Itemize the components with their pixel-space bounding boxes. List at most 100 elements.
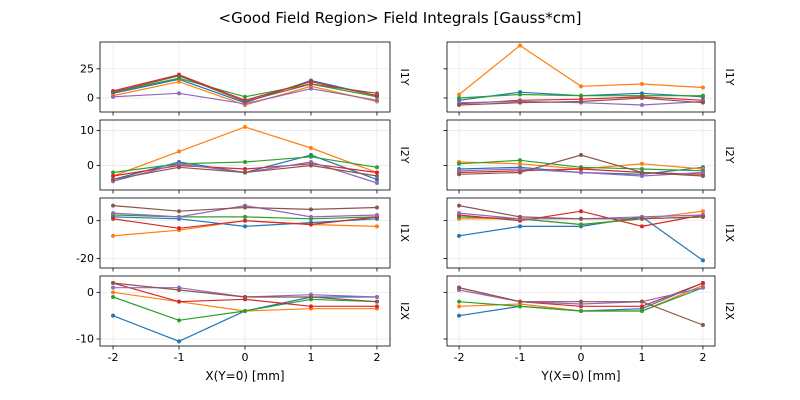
series-marker-C5 bbox=[579, 299, 583, 304]
y-tick-label: -20 bbox=[76, 252, 94, 265]
series-marker-C0 bbox=[457, 313, 462, 318]
x-tick-label: -1 bbox=[174, 351, 185, 364]
series-marker-C2 bbox=[457, 299, 462, 304]
series-marker-C3 bbox=[177, 299, 182, 304]
y-tick-label: -10 bbox=[76, 333, 94, 346]
series-marker-C5 bbox=[243, 295, 247, 299]
series-marker-C4 bbox=[308, 86, 313, 91]
subplot-I2X-right: -2 -1 0 1 2 I2X bbox=[443, 275, 736, 364]
subplot-I2Y-left: 0 10 I2Y bbox=[80, 119, 411, 194]
series-marker-C5 bbox=[457, 172, 462, 177]
series-marker-C2 bbox=[639, 167, 644, 171]
series-marker-C3 bbox=[243, 167, 247, 171]
series-marker-C3 bbox=[579, 209, 583, 214]
row-label-I2X: I2X bbox=[723, 302, 736, 320]
series-marker-C1 bbox=[177, 79, 182, 84]
subplot-I1Y-right: I1Y bbox=[443, 41, 736, 116]
series-marker-C4 bbox=[518, 167, 523, 171]
series-marker-C4 bbox=[579, 170, 583, 175]
series-marker-C3 bbox=[374, 304, 379, 309]
series-marker-C3 bbox=[243, 218, 247, 223]
series-marker-C5 bbox=[374, 174, 379, 178]
series-marker-C4 bbox=[177, 161, 182, 166]
x-axis-label-left: X(Y=0) [mm] bbox=[205, 369, 285, 383]
row-label-I1Y: I1Y bbox=[398, 69, 411, 86]
series-marker-C4 bbox=[308, 214, 313, 219]
series-marker-C5 bbox=[308, 207, 313, 212]
series-marker-C4 bbox=[700, 285, 705, 290]
subplot-I1X-left: -20 0 I1X bbox=[76, 197, 411, 272]
row-label-I2X: I2X bbox=[398, 302, 411, 320]
series-marker-C4 bbox=[111, 94, 116, 99]
series-marker-C1 bbox=[243, 125, 247, 129]
series-marker-C2 bbox=[700, 93, 705, 98]
x-tick-label: 0 bbox=[578, 351, 585, 364]
subplot-I1X-right: I1X bbox=[443, 197, 736, 272]
series-marker-C5 bbox=[579, 99, 583, 104]
series-marker-C3 bbox=[111, 174, 116, 178]
series-marker-C4 bbox=[177, 91, 182, 96]
y-tick-label: 0 bbox=[87, 92, 94, 105]
series-marker-C5 bbox=[518, 299, 523, 304]
series-marker-C5 bbox=[177, 165, 182, 170]
x-tick-label: 2 bbox=[699, 351, 706, 364]
series-marker-C4 bbox=[639, 174, 644, 178]
series-marker-C5 bbox=[374, 205, 379, 210]
series-marker-C2 bbox=[177, 318, 182, 323]
series-marker-C3 bbox=[579, 167, 583, 171]
series-marker-C5 bbox=[374, 91, 379, 96]
series-marker-C5 bbox=[579, 153, 583, 157]
series-marker-C1 bbox=[700, 209, 705, 214]
series-marker-C1 bbox=[579, 84, 583, 89]
series-marker-C2 bbox=[308, 154, 313, 159]
series-marker-C1 bbox=[700, 85, 705, 90]
series-marker-C2 bbox=[579, 222, 583, 227]
series-marker-C5 bbox=[639, 96, 644, 100]
series-marker-C0 bbox=[457, 233, 462, 238]
series-marker-C4 bbox=[374, 295, 379, 299]
series-marker-C4 bbox=[374, 181, 379, 185]
series-marker-C5 bbox=[639, 299, 644, 304]
series-marker-C2 bbox=[457, 96, 462, 100]
x-tick-label: 2 bbox=[373, 351, 380, 364]
series-marker-C3 bbox=[700, 281, 705, 285]
chart-title: <Good Field Region> Field Integrals [Gau… bbox=[218, 9, 582, 27]
series-marker-C5 bbox=[700, 323, 705, 327]
series-marker-C4 bbox=[374, 98, 379, 103]
series-marker-C1 bbox=[639, 161, 644, 166]
series-marker-C3 bbox=[639, 304, 644, 309]
series-marker-C5 bbox=[111, 281, 116, 285]
series-marker-C1 bbox=[111, 233, 116, 238]
series-marker-C5 bbox=[457, 285, 462, 290]
series-marker-C2 bbox=[243, 160, 247, 164]
series-marker-C2 bbox=[639, 309, 644, 313]
series-marker-C1 bbox=[308, 146, 313, 150]
series-marker-C3 bbox=[639, 224, 644, 229]
x-tick-label: 1 bbox=[638, 351, 645, 364]
series-marker-C2 bbox=[518, 92, 523, 97]
series-marker-C5 bbox=[243, 205, 247, 210]
series-marker-C4 bbox=[457, 211, 462, 216]
series-marker-C2 bbox=[457, 161, 462, 166]
series-marker-C2 bbox=[579, 93, 583, 98]
series-marker-C1 bbox=[457, 92, 462, 97]
series-marker-C5 bbox=[457, 103, 462, 107]
series-marker-C4 bbox=[177, 214, 182, 219]
series-marker-C2 bbox=[518, 158, 523, 163]
series-marker-C5 bbox=[177, 288, 182, 292]
y-tick-label: 0 bbox=[87, 286, 94, 299]
series-marker-C4 bbox=[111, 285, 116, 290]
series-marker-C2 bbox=[243, 309, 247, 313]
series-marker-C5 bbox=[111, 177, 116, 182]
series-marker-C3 bbox=[308, 222, 313, 227]
y-tick-label: 0 bbox=[87, 214, 94, 227]
series-marker-C4 bbox=[457, 168, 462, 173]
series-marker-C5 bbox=[111, 203, 116, 208]
series-marker-C5 bbox=[579, 216, 583, 221]
y-tick-label: 25 bbox=[80, 62, 94, 75]
series-marker-C0 bbox=[700, 258, 705, 263]
x-axis-label-right: Y(X=0) [mm] bbox=[541, 369, 621, 383]
series-marker-C3 bbox=[177, 226, 182, 231]
row-label-I1Y: I1Y bbox=[723, 69, 736, 86]
